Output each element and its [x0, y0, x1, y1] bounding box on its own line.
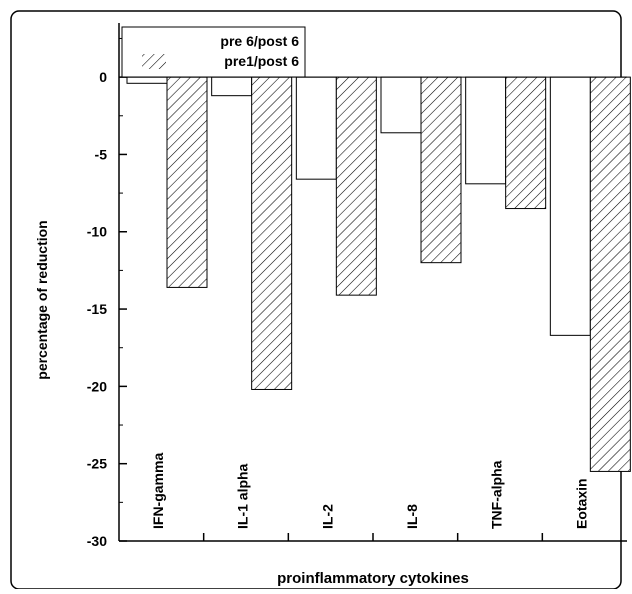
- legend-label-series-2: pre1/post 6: [224, 53, 299, 69]
- legend: pre 6/post 6 pre1/post 6: [121, 26, 306, 78]
- y-tick-label: -25: [87, 456, 107, 472]
- bar-ifn-gamma-series-1: [126, 76, 168, 84]
- bar-eotaxin-series-2: [589, 76, 631, 472]
- y-axis-label: percentage of reduction: [34, 220, 50, 379]
- axes-group: 0 -5 -10 -15 -20 -25 -30: [87, 23, 627, 549]
- legend-swatch-series-2: [142, 54, 166, 69]
- x-axis-label: proinflammatory cytokines: [277, 570, 469, 587]
- category-label: TNF-alpha: [489, 460, 505, 529]
- bar-il-2-series-2: [335, 76, 377, 296]
- bar-il-1-alpha-series-2: [251, 76, 293, 390]
- bars-group: [126, 76, 631, 472]
- legend-swatch-series-1: [142, 33, 166, 48]
- category-label: IL-2: [319, 504, 335, 529]
- y-tick-label: -5: [95, 146, 108, 162]
- category-label: IFN-gamma: [150, 453, 166, 529]
- bar-ifn-gamma-series-2: [166, 76, 208, 288]
- bar-il-8-series-2: [420, 76, 462, 264]
- bar-il-1-alpha-series-1: [211, 76, 253, 97]
- y-tick-label: -10: [87, 224, 107, 240]
- category-label: IL-8: [404, 504, 420, 529]
- y-tick-label: -15: [87, 301, 107, 317]
- bar-il-2-series-1: [295, 76, 337, 180]
- legend-label-series-1: pre 6/post 6: [220, 33, 299, 49]
- y-tick-label: 0: [99, 69, 107, 85]
- y-tick-label: -30: [87, 533, 107, 549]
- bar-eotaxin-series-1: [549, 76, 591, 336]
- bar-il-8-series-1: [380, 76, 422, 134]
- bar-tnf-alpha-series-1: [465, 76, 507, 185]
- category-label: Eotaxin: [573, 478, 589, 529]
- y-tick-label: -20: [87, 378, 107, 394]
- category-label: IL-1 alpha: [235, 463, 251, 529]
- bar-tnf-alpha-series-2: [505, 76, 547, 210]
- category-labels: IFN-gamma IL-1 alpha IL-2 IL-8 TNF-alpha Eota…: [150, 453, 589, 529]
